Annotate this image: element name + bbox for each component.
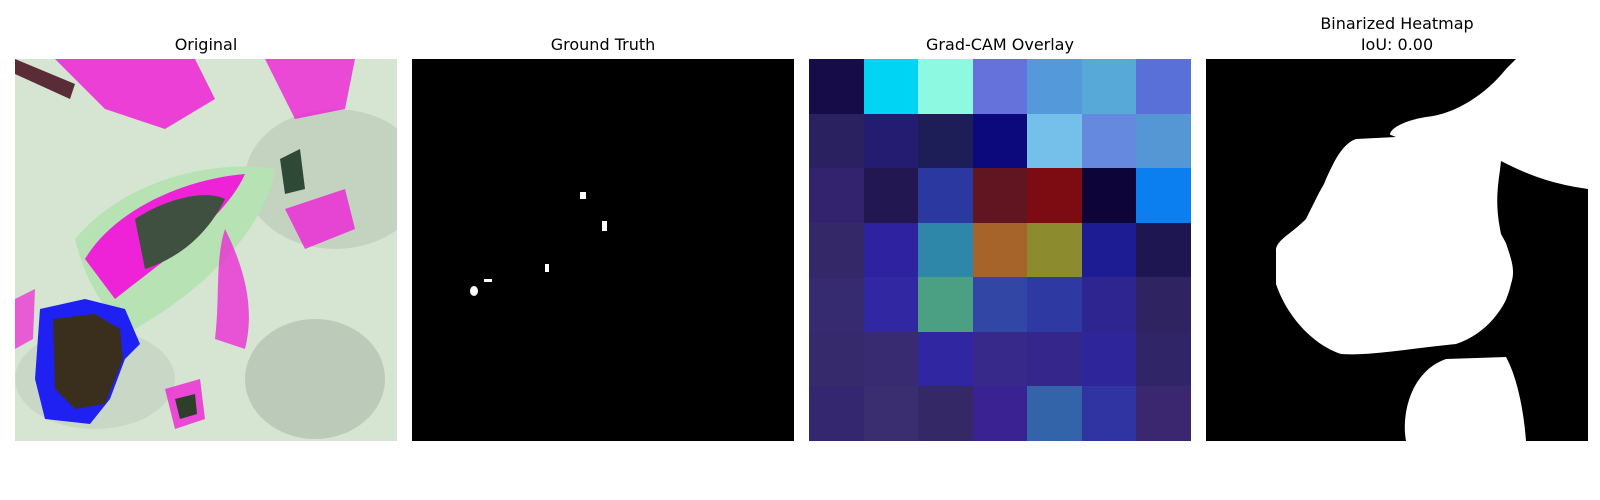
gradcam-cell [973, 114, 1027, 168]
gradcam-cell [973, 168, 1027, 223]
binarized-panel: Binarized Heatmap IoU: 0.00 [1206, 0, 1588, 441]
gradcam-cell [1082, 168, 1136, 223]
gradcam-cell [1136, 168, 1191, 223]
gradcam-cell [864, 223, 918, 277]
gradcam-title: Grad-CAM Overlay [926, 35, 1074, 54]
original-panel: Original [15, 0, 397, 441]
binarized-heatmap [1206, 59, 1588, 441]
gradcam-cell [1136, 223, 1191, 277]
gradcam-cell [864, 59, 918, 114]
gradcam-cell [1136, 332, 1191, 386]
gradcam-cell [918, 386, 973, 441]
binarized-title: Binarized Heatmap [1320, 14, 1474, 33]
gradcam-cell [973, 386, 1027, 441]
ground-truth-title: Ground Truth [550, 35, 656, 54]
gradcam-cell [918, 168, 973, 223]
gradcam-cell [1027, 277, 1082, 332]
gradcam-cell [973, 332, 1027, 386]
gradcam-cell [1136, 386, 1191, 441]
gradcam-cell [809, 386, 864, 441]
gradcam-cell [918, 332, 973, 386]
original-image [15, 59, 397, 441]
gradcam-cell [1136, 59, 1191, 114]
gradcam-cell [864, 332, 918, 386]
gradcam-cell [1082, 223, 1136, 277]
gradcam-cell [1082, 386, 1136, 441]
gradcam-cell [864, 114, 918, 168]
gradcam-cell [1082, 59, 1136, 114]
gradcam-cell [1027, 59, 1082, 114]
gradcam-cell [1082, 332, 1136, 386]
gradcam-cell [809, 59, 864, 114]
gradcam-cell [809, 114, 864, 168]
gradcam-cell [864, 168, 918, 223]
gradcam-cell [1027, 168, 1082, 223]
gradcam-cell [864, 386, 918, 441]
gradcam-cell [918, 223, 973, 277]
original-title: Original [174, 35, 238, 54]
gradcam-cell [1082, 277, 1136, 332]
gradcam-cell [1082, 114, 1136, 168]
gradcam-overlay [809, 59, 1191, 441]
gradcam-cell [1027, 223, 1082, 277]
ground-truth-mask [412, 59, 794, 441]
gradcam-cell [1027, 332, 1082, 386]
iou-label: IoU: 0.00 [1360, 35, 1434, 54]
gradcam-cell [973, 223, 1027, 277]
gradcam-panel: Grad-CAM Overlay [809, 0, 1191, 441]
gradcam-cell [809, 223, 864, 277]
gradcam-cell [809, 332, 864, 386]
gradcam-cell [864, 277, 918, 332]
gradcam-cell [809, 277, 864, 332]
gradcam-cell [1027, 114, 1082, 168]
gradcam-cell [1027, 386, 1082, 441]
gradcam-cell [1136, 277, 1191, 332]
gradcam-cell [918, 114, 973, 168]
gradcam-cell [1136, 114, 1191, 168]
gradcam-cell [918, 59, 973, 114]
gradcam-cell [918, 277, 973, 332]
gradcam-cell [809, 168, 864, 223]
ground-truth-panel: Ground Truth [412, 0, 794, 441]
gradcam-cell [973, 59, 1027, 114]
gradcam-cell [973, 277, 1027, 332]
